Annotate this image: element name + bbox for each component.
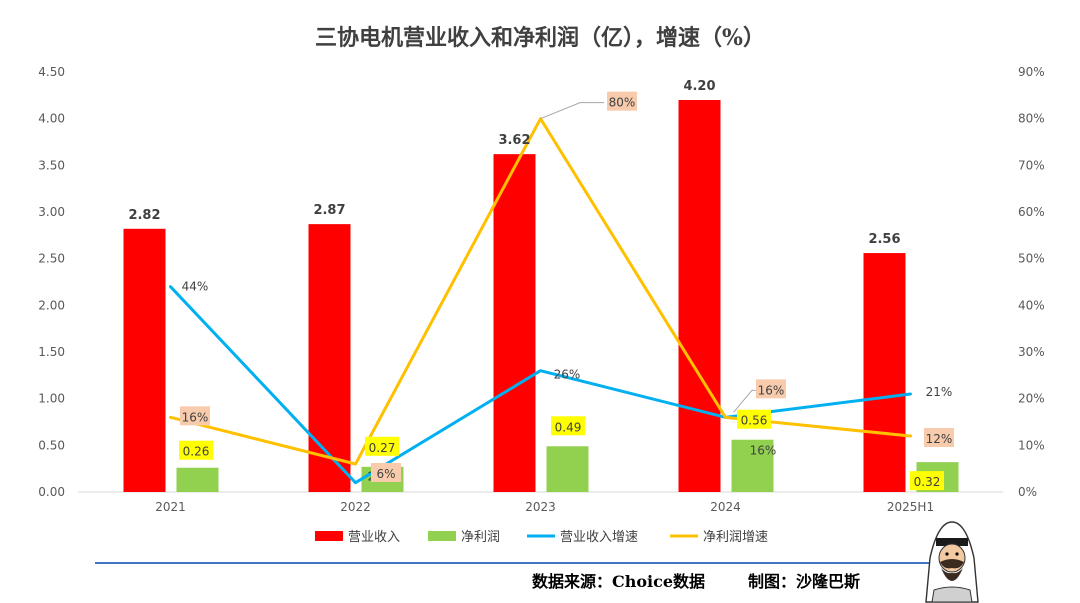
- net-profit-label: 0.32: [914, 475, 941, 489]
- left-tick-label: 1.50: [38, 345, 65, 359]
- legend-swatch: [428, 531, 456, 541]
- net-profit-label-box: [737, 409, 771, 429]
- net-profit-growth-label: 12%: [926, 432, 953, 446]
- left-tick-label: 2.50: [38, 252, 65, 266]
- revenue-growth-label: 16%: [750, 443, 777, 457]
- x-tick-label: 2022: [340, 500, 371, 514]
- legend-swatch: [315, 531, 343, 541]
- left-tick-label: 4.00: [38, 112, 65, 126]
- right-tick-label: 60%: [1018, 205, 1045, 219]
- net-profit-growth-label-leader: [733, 389, 756, 413]
- bar-revenue: [308, 224, 351, 492]
- right-tick-label: 30%: [1018, 345, 1045, 359]
- right-tick-label: 20%: [1018, 392, 1045, 406]
- net-profit-label-box: [910, 471, 944, 491]
- net-profit-growth-label-box: [756, 379, 786, 399]
- bar-revenue: [863, 253, 906, 492]
- left-tick-label: 0.00: [38, 485, 65, 499]
- right-tick-label: 50%: [1018, 252, 1045, 266]
- mascot-avatar: [925, 521, 979, 603]
- legend-label: 营业收入: [348, 530, 400, 545]
- x-tick-label: 2023: [525, 500, 556, 514]
- revenue-growth-label: 26%: [554, 368, 581, 382]
- net-profit-growth-label: 16%: [182, 410, 209, 424]
- line-net-profit-growth: [169, 117, 912, 466]
- net-profit-growth-label-box: [607, 91, 637, 111]
- net-profit-label-box: [179, 440, 213, 460]
- lines: [169, 117, 912, 485]
- net-profit-growth-label-box: [371, 463, 401, 482]
- revenue-growth-label: 21%: [926, 385, 953, 399]
- right-tick-label: 70%: [1018, 158, 1045, 172]
- net-profit-label-box: [551, 416, 585, 436]
- net-profit-growth-label-box: [180, 406, 210, 426]
- net-profit-label: 0.56: [741, 414, 768, 428]
- bar-revenue-label: 4.20: [683, 79, 715, 94]
- right-axis: 0% 10% 20% 30% 40% 50% 60% 70% 80% 90%: [1018, 65, 1045, 499]
- author-text: 制图：沙隆巴斯: [748, 572, 860, 591]
- net-profit-label: 0.26: [183, 445, 210, 459]
- net-profit-growth-label: 16%: [758, 383, 785, 397]
- bar-labels: 2.82 2.87 3.62 4.20 2.56: [128, 79, 900, 247]
- net-profit-label-box: [365, 436, 399, 456]
- x-tick-label: 2021: [155, 500, 186, 514]
- bar-revenue: [678, 100, 721, 492]
- revenue-growth-label: 44%: [182, 280, 209, 294]
- bar-revenue: [123, 228, 166, 493]
- net-profit-label: 0.27: [369, 441, 396, 455]
- left-tick-label: 3.00: [38, 205, 65, 219]
- bar-net-profit: [546, 446, 589, 492]
- net-profit-growth-label-leader: [540, 102, 604, 120]
- right-tick-label: 0%: [1018, 485, 1037, 499]
- legend: 营业收入 净利润 营业收入增速 净利润增速: [315, 530, 768, 545]
- left-tick-label: 1.00: [38, 392, 65, 406]
- left-axis: 0.00 0.50 1.00 1.50 2.00 2.50 3.00 3.50 4.00 4.50: [38, 65, 65, 499]
- legend-label: 净利润: [461, 530, 500, 545]
- left-tick-label: 0.50: [38, 438, 65, 452]
- bar-revenue-label: 2.82: [128, 208, 160, 223]
- legend-label: 净利润增速: [703, 530, 768, 545]
- x-axis: 2021 2022 2023 2024 2025H1: [155, 500, 934, 514]
- x-tick-label: 2024: [710, 500, 741, 514]
- net-profit-growth-label-box: [924, 428, 954, 447]
- left-tick-label: 4.50: [38, 65, 65, 79]
- right-tick-label: 10%: [1018, 438, 1045, 452]
- right-tick-label: 90%: [1018, 65, 1045, 79]
- bar-net-profit: [731, 439, 774, 492]
- chart-title: 三协电机营业收入和净利润（亿），增速（%）: [315, 25, 765, 51]
- net-profit-growth-label: 6%: [376, 467, 395, 481]
- bar-revenue: [493, 154, 536, 492]
- left-tick-label: 2.00: [38, 298, 65, 312]
- bar-revenue-label: 2.87: [313, 203, 345, 218]
- x-tick-label: 2025H1: [887, 500, 934, 514]
- line-revenue-growth: [169, 285, 912, 485]
- legend-label: 营业收入增速: [560, 530, 638, 545]
- right-tick-label: 40%: [1018, 298, 1045, 312]
- pct-labels: 0.260.270.490.560.3244%2%26%16%21%16%6%8…: [179, 91, 954, 491]
- right-tick-label: 80%: [1018, 112, 1045, 126]
- bar-revenue-label: 3.62: [498, 133, 530, 148]
- net-profit-label: 0.49: [555, 420, 582, 434]
- left-tick-label: 3.50: [38, 158, 65, 172]
- bar-revenue-label: 2.56: [868, 232, 900, 247]
- bar-net-profit: [176, 467, 219, 492]
- bars: [123, 100, 959, 493]
- source-text: 数据来源：Choice数据: [532, 572, 705, 591]
- net-profit-growth-label: 80%: [609, 96, 636, 110]
